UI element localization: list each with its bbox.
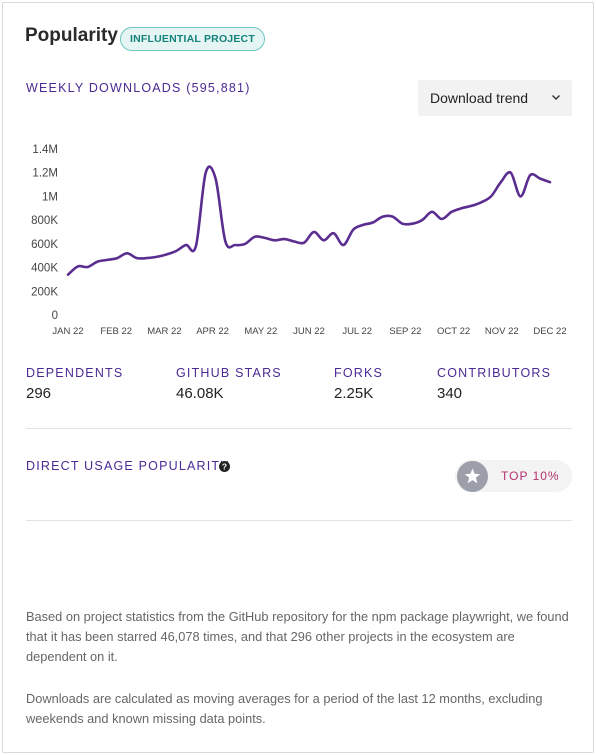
section-title: Popularity [25,25,118,46]
forks-label: FORKS [334,366,384,380]
dependents-label: DEPENDENTS [26,366,124,380]
download-trend-dropdown[interactable]: Download trend [418,80,572,116]
direct-usage-popularity-label: DIRECT USAGE POPULARITY [26,459,230,473]
dependents-value: 296 [26,385,52,402]
weekly-downloads-label: WEEKLY DOWNLOADS (595,881) [26,81,251,95]
rank-text: TOP 10% [501,469,560,483]
star-icon [457,461,488,492]
dropdown-label: Download trend [430,90,529,106]
divider [26,428,572,429]
popularity-rank-badge: TOP 10% [455,460,572,492]
svg-text:?: ? [222,462,227,472]
statistics-description: Based on project statistics from the Git… [26,609,569,664]
downloads-note: Downloads are calculated as moving avera… [26,691,543,726]
question-circle-icon[interactable]: ? [219,461,230,472]
contributors-label: CONTRIBUTORS [437,366,552,380]
influential-project-badge: INFLUENTIAL PROJECT [120,27,265,51]
forks-value: 2.25K [334,385,374,402]
divider [26,520,572,521]
chevron-down-icon [552,95,560,100]
contributors-value: 340 [437,385,463,402]
github-stars-label: GITHUB STARS [176,366,282,380]
github-stars-value: 46.08K [176,385,224,402]
